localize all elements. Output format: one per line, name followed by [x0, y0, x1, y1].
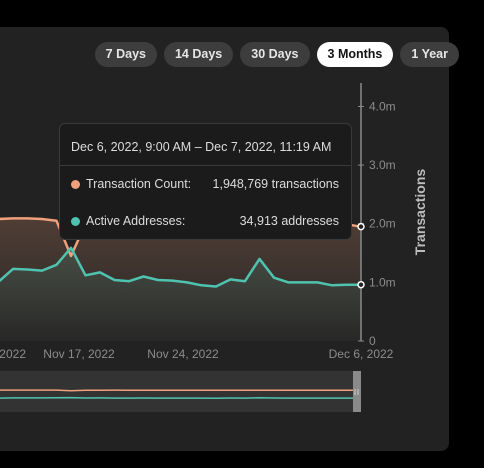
x-tick-label: Dec 6, 2022: [329, 347, 394, 361]
y-tick-label: 2.0m: [369, 217, 396, 231]
tooltip-label: Transaction Count:: [86, 177, 192, 191]
tooltip-value: 34,913 addresses: [239, 214, 339, 228]
active-addresses-mini-line: [0, 396, 361, 399]
transactions-legend-dot: [71, 179, 80, 189]
active-addresses-endpoint: [357, 280, 365, 289]
x-axis-ticks: 2022 Nov 17, 2022 Nov 24, 2022 Dec 6, 2022: [0, 347, 394, 361]
active-addresses-line: [0, 246, 361, 288]
x-tick-label: Nov 24, 2022: [147, 347, 219, 361]
tooltip-title: Dec 6, 2022, 9:00 AM – Dec 7, 2022, 11:1…: [71, 140, 332, 154]
y-axis-label: Transactions: [412, 169, 428, 256]
tooltip-divider: [60, 165, 351, 166]
active-addresses-area: [0, 247, 361, 341]
range-3-months-button[interactable]: 3 Months: [316, 42, 394, 67]
x-tick-label: 2022: [0, 347, 26, 361]
scrubber-track[interactable]: [0, 371, 361, 412]
range-1-year-button[interactable]: 1 Year: [400, 42, 459, 67]
area-fills: [0, 218, 361, 341]
transaction-count-endpoint: [357, 222, 365, 231]
y-tick-label: 1.0m: [369, 275, 396, 289]
series-endpoints: [357, 222, 365, 289]
range-14-days-button[interactable]: 14 Days: [163, 42, 234, 67]
chart-tooltip: Dec 6, 2022, 9:00 AM – Dec 7, 2022, 11:1…: [59, 123, 352, 240]
tooltip-label: Active Addresses:: [86, 214, 186, 228]
y-tick-label: 4.0m: [369, 99, 396, 113]
x-tick-label: Nov 17, 2022: [43, 347, 115, 361]
scrubber-mini-lines: [0, 389, 361, 399]
scrubber-right-handle[interactable]: [353, 371, 361, 412]
time-range-selector: 7 Days 14 Days 30 Days 3 Months 1 Year: [94, 42, 459, 67]
y-axis-ticks: 0 1.0m 2.0m 3.0m 4.0m: [358, 99, 396, 348]
tooltip-row-addresses: Active Addresses: 34,913 addresses: [71, 214, 339, 228]
tooltip-value: 1,948,769 transactions: [212, 177, 339, 191]
range-7-days-button[interactable]: 7 Days: [94, 42, 157, 67]
tooltip-row-transactions: Transaction Count: 1,948,769 transaction…: [71, 177, 339, 191]
y-tick-label: 3.0m: [369, 158, 396, 172]
transaction-count-mini-line: [0, 389, 361, 392]
range-30-days-button[interactable]: 30 Days: [240, 42, 310, 67]
range-scrubber[interactable]: [0, 371, 361, 412]
y-tick-label: 0: [369, 334, 376, 348]
addresses-legend-dot: [71, 216, 80, 226]
